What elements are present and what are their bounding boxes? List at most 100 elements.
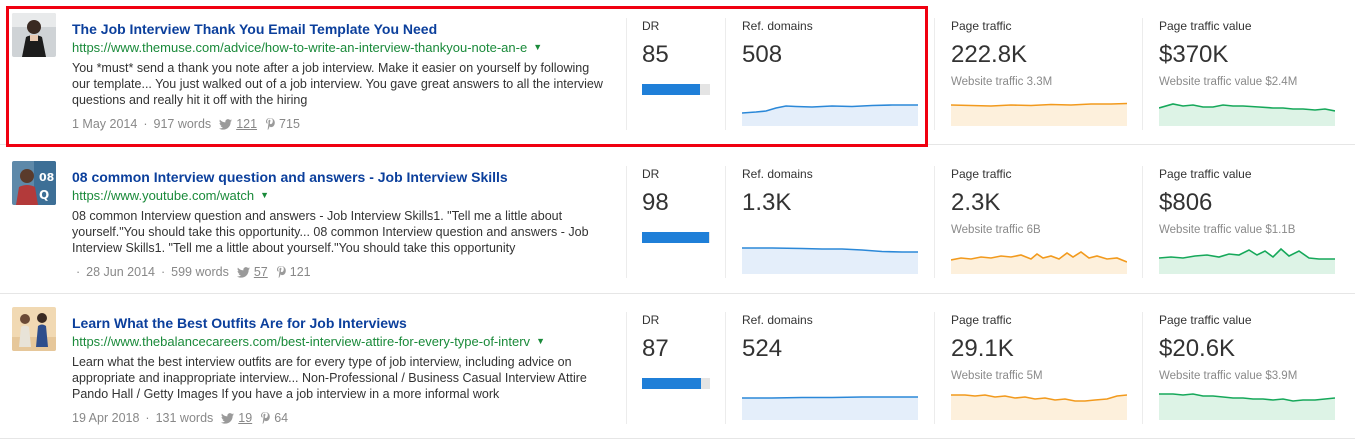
result-thumbnail[interactable]: 08 Q [12, 161, 56, 205]
svg-text:Q: Q [39, 188, 49, 202]
traffic-value-metric[interactable]: Page traffic value $20.6K Website traffi… [1159, 312, 1297, 382]
traffic-value-metric[interactable]: Page traffic value $370K Website traffic… [1159, 18, 1297, 88]
dr-metric: DR 98 [642, 166, 669, 217]
dr-value: 98 [642, 189, 669, 216]
page-traffic-value: 29.1K [951, 335, 1014, 362]
column-divider [934, 166, 935, 278]
column-divider [1142, 312, 1143, 424]
traffic-value-label: Page traffic value [1159, 19, 1252, 33]
svg-text:08: 08 [39, 171, 54, 184]
column-divider [1142, 18, 1143, 130]
result-thumbnail[interactable] [12, 13, 56, 57]
dr-label: DR [642, 167, 660, 181]
tweet-count[interactable]: 19 [238, 411, 253, 425]
word-count: 917 words [153, 117, 212, 131]
result-title-link[interactable]: 08 common Interview question and answers… [72, 169, 508, 185]
ref-domains-sparkline [742, 247, 918, 274]
result-snippet: 08 common Interview question and answers… [72, 209, 589, 255]
result-snippet: Learn what the best interview outfits ar… [72, 355, 587, 401]
column-divider [626, 312, 627, 424]
result-row: 08 Q 08 common Interview question and ans… [0, 148, 1355, 294]
column-divider [1142, 166, 1143, 278]
pin-count: 121 [289, 265, 311, 279]
result-row: Learn What the Best Outfits Are for Job … [0, 294, 1355, 439]
result-title-link[interactable]: The Job Interview Thank You Email Templa… [72, 21, 438, 37]
website-traffic-value: Website traffic value $1.1B [1159, 224, 1296, 236]
url-dropdown-icon[interactable]: ▼ [533, 42, 543, 52]
page-traffic-sparkline [951, 251, 1127, 274]
url-dropdown-icon[interactable]: ▼ [536, 336, 545, 346]
website-traffic: Website traffic 3.3M [951, 76, 1053, 88]
result-title-link[interactable]: Learn What the Best Outfits Are for Job … [72, 315, 407, 331]
column-divider [626, 18, 627, 130]
page-traffic-value: 2.3K [951, 189, 1001, 216]
traffic-value-sparkline [1159, 103, 1335, 126]
traffic-value-value: $20.6K [1159, 335, 1236, 362]
tweet-count[interactable]: 57 [253, 265, 268, 279]
page-traffic-metric[interactable]: Page traffic 222.8K Website traffic 3.3M [951, 18, 1052, 88]
dr-metric: DR 87 [642, 312, 669, 363]
column-divider [934, 18, 935, 130]
ref-domains-label: Ref. domains [742, 313, 813, 327]
ref-domains-value: 1.3K [742, 189, 792, 216]
dr-value: 87 [642, 335, 669, 362]
dr-value: 85 [642, 41, 669, 68]
ref-domains-metric[interactable]: Ref. domains 524 [742, 312, 813, 363]
page-traffic-sparkline [951, 102, 1127, 126]
separator-dot: · [143, 117, 148, 131]
tweet-count[interactable]: 121 [236, 117, 258, 131]
ref-domains-metric[interactable]: Ref. domains 508 [742, 18, 813, 69]
publish-date: 19 Apr 2018 [72, 411, 140, 425]
column-divider [725, 166, 726, 278]
ref-domains-label: Ref. domains [742, 19, 813, 33]
twitter-icon [219, 118, 233, 130]
website-traffic-value: Website traffic value $2.4M [1159, 76, 1298, 88]
ref-domains-metric[interactable]: Ref. domains 1.3K [742, 166, 813, 217]
separator-dot: · [76, 265, 81, 279]
result-thumbnail[interactable] [12, 307, 56, 351]
url-dropdown-icon[interactable]: ▼ [260, 190, 270, 200]
dr-progress-fill [642, 84, 700, 95]
twitter-icon [221, 412, 235, 424]
ref-domains-label: Ref. domains [742, 167, 813, 181]
column-divider [725, 312, 726, 424]
dr-label: DR [642, 313, 660, 327]
publish-date: 28 Jun 2014 [86, 265, 155, 279]
page-traffic-sparkline [951, 394, 1127, 420]
ref-domains-value: 508 [742, 41, 783, 68]
result-url-link[interactable]: https://www.youtube.com/watch [72, 188, 255, 203]
pinterest-icon [260, 412, 270, 424]
ref-domains-sparkline [742, 104, 918, 126]
word-count: 599 words [171, 265, 229, 279]
dr-progress-bar [642, 378, 710, 389]
traffic-value-metric[interactable]: Page traffic value $806 Website traffic … [1159, 166, 1295, 236]
publish-date: 1 May 2014 [72, 117, 138, 131]
dr-progress-bar [642, 84, 710, 95]
result-url-link[interactable]: https://www.thebalancecareers.com/best-i… [72, 334, 531, 349]
page-traffic-metric[interactable]: Page traffic 2.3K Website traffic 6B [951, 166, 1041, 236]
result-url-link[interactable]: https://www.themuse.com/advice/how-to-wr… [72, 40, 528, 55]
column-divider [725, 18, 726, 130]
traffic-value-value: $806 [1159, 189, 1213, 216]
result-snippet: You *must* send a thank you note after a… [72, 61, 603, 107]
page-traffic-label: Page traffic [951, 19, 1012, 33]
page-traffic-metric[interactable]: Page traffic 29.1K Website traffic 5M [951, 312, 1043, 382]
page-traffic-value: 222.8K [951, 41, 1028, 68]
result-meta: · 28 Jun 2014 · 599 words 57 121 [72, 265, 612, 279]
separator-dot: · [160, 265, 166, 279]
dr-metric: DR 85 [642, 18, 669, 69]
traffic-value-label: Page traffic value [1159, 313, 1252, 327]
traffic-value-sparkline [1159, 247, 1335, 274]
result-meta: 19 Apr 2018 · 131 words 19 64 [72, 411, 612, 425]
column-divider [934, 312, 935, 424]
result-meta: 1 May 2014 · 917 words 121 715 [72, 117, 612, 131]
dr-label: DR [642, 19, 660, 33]
website-traffic-value: Website traffic value $3.9M [1159, 370, 1298, 382]
traffic-value-label: Page traffic value [1159, 167, 1252, 181]
dr-progress-bar [642, 232, 710, 243]
result-row: The Job Interview Thank You Email Templa… [0, 0, 1355, 145]
twitter-icon [236, 266, 250, 278]
word-count: 131 words [155, 411, 214, 425]
page-traffic-label: Page traffic [951, 313, 1012, 327]
traffic-value-sparkline [1159, 393, 1335, 420]
